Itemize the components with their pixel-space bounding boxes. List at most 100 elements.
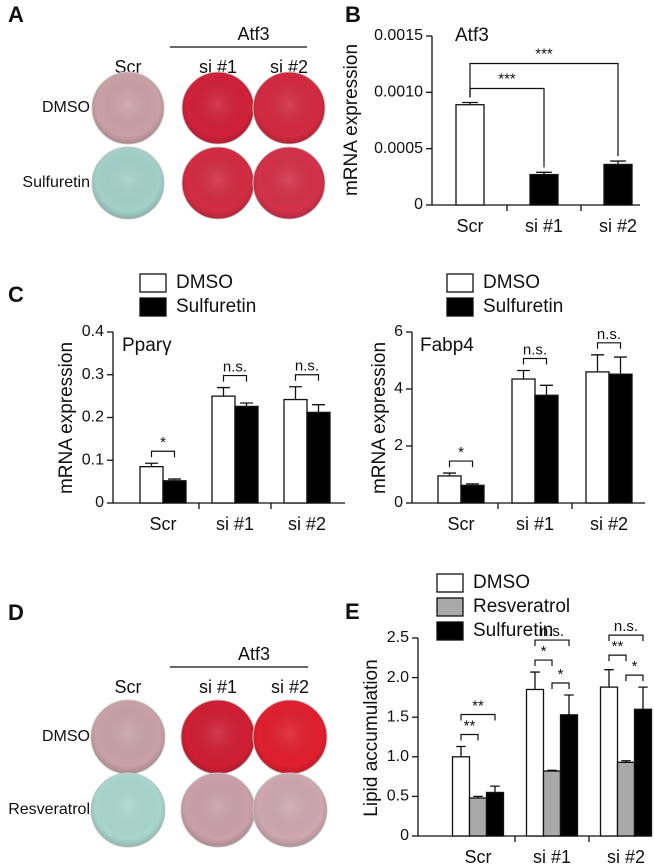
panel-label: E [345,599,360,624]
significance-bracket [460,713,496,721]
y-tick-label: 2 [394,437,403,454]
y-tick-label: 0.0005 [374,140,423,157]
significance-label: *** [498,70,516,87]
significance-label: ** [472,697,484,714]
significance-label: * [160,434,166,451]
legend-label: DMSO [483,272,540,293]
panel-label: A [8,2,24,27]
error-bar [614,356,627,375]
legend-swatch [436,573,464,593]
bar [485,791,505,837]
error-bar [536,171,552,175]
significance-label: n.s. [295,358,319,375]
error-bar [547,769,557,772]
bar [608,373,633,504]
y-tick-label: 1.0 [387,748,409,765]
y-axis-label: mRNA expression [341,44,362,196]
well-shade [181,773,255,847]
row-label: DMSO [42,99,90,116]
x-tick-label: Scr [448,514,475,534]
y-tick-label: 0 [414,196,423,213]
x-tick-label: si #2 [288,514,326,534]
error-bar [443,472,456,476]
x-tick-label: Scr [457,216,484,236]
bar [437,475,462,504]
error-bar [456,745,466,757]
well-shade [253,700,327,774]
bar [525,688,545,837]
y-tick-label: 0.0010 [374,84,423,101]
bar [511,378,536,504]
y-tick-label: 0.1 [82,451,104,468]
y-tick-label: 0 [95,494,104,511]
y-tick-label: 0 [400,827,409,844]
y-tick-label: 2.5 [387,629,409,646]
x-tick-label: si #1 [516,514,554,534]
significance-bracket [222,374,248,382]
row-label: Sulfuretin [22,174,90,191]
y-tick-label: 0.4 [82,323,104,340]
legend-label: Sulfuretin [176,296,256,317]
panel-label: C [8,282,24,307]
significance-label: * [541,643,547,660]
significance-label: n.s. [597,326,621,343]
error-bar [145,462,158,467]
significance-bracket [534,639,570,647]
significance-bracket [608,654,627,662]
chart-title: Fabp4 [420,335,474,356]
y-axis-label: mRNA expression [369,342,390,494]
chart-title: Pparγ [122,335,172,356]
y-axis-label: mRNA expression [56,342,77,494]
error-bar [530,671,540,690]
error-bar [289,386,302,400]
error-bar [564,694,574,715]
significance-bracket [551,682,570,690]
y-tick-label: 2.0 [387,669,409,686]
x-tick-label: si #2 [599,216,637,236]
y-tick-label: 0 [394,494,403,511]
bar [455,104,485,206]
significance-label: n.s. [614,618,638,635]
well-shade [182,72,254,144]
error-bar [604,669,614,688]
significance-label: n.s. [223,359,247,376]
significance-label: *** [535,45,553,62]
panel-label: D [8,600,24,625]
legend-label: Sulfuretin [473,620,553,641]
column-label: si #2 [271,677,309,697]
error-bar [490,785,500,793]
y-axis-label: Lipid accumulation [361,659,382,816]
y-tick-label: 0.5 [387,788,409,805]
significance-label: n.s. [523,341,547,358]
significance-bracket [596,342,622,349]
error-bar [462,101,478,105]
x-tick-label: Scr [150,514,177,534]
error-bar [621,760,631,763]
error-bar [473,795,483,798]
legend-swatch [139,273,167,293]
error-bar [217,386,230,397]
bar [542,770,562,837]
significance-label: * [558,666,564,683]
y-tick-label: 0.0015 [374,27,423,44]
error-bar [610,160,626,165]
bar [529,173,559,206]
well-shade [92,147,164,219]
x-tick-label: si #2 [607,847,645,866]
y-tick-label: 6 [394,323,403,340]
well-shade [182,147,254,219]
bar [211,395,236,504]
error-bar [240,402,253,407]
legend-swatch [436,597,464,617]
bar [460,484,485,504]
bar [306,411,331,504]
column-label: si #1 [199,677,237,697]
bar [234,405,259,504]
significance-label: ** [612,638,624,655]
bar [162,480,187,504]
well-shade [92,72,164,144]
significance-bracket [625,674,644,682]
y-tick-label: 0.2 [82,409,104,426]
bar [599,686,619,837]
